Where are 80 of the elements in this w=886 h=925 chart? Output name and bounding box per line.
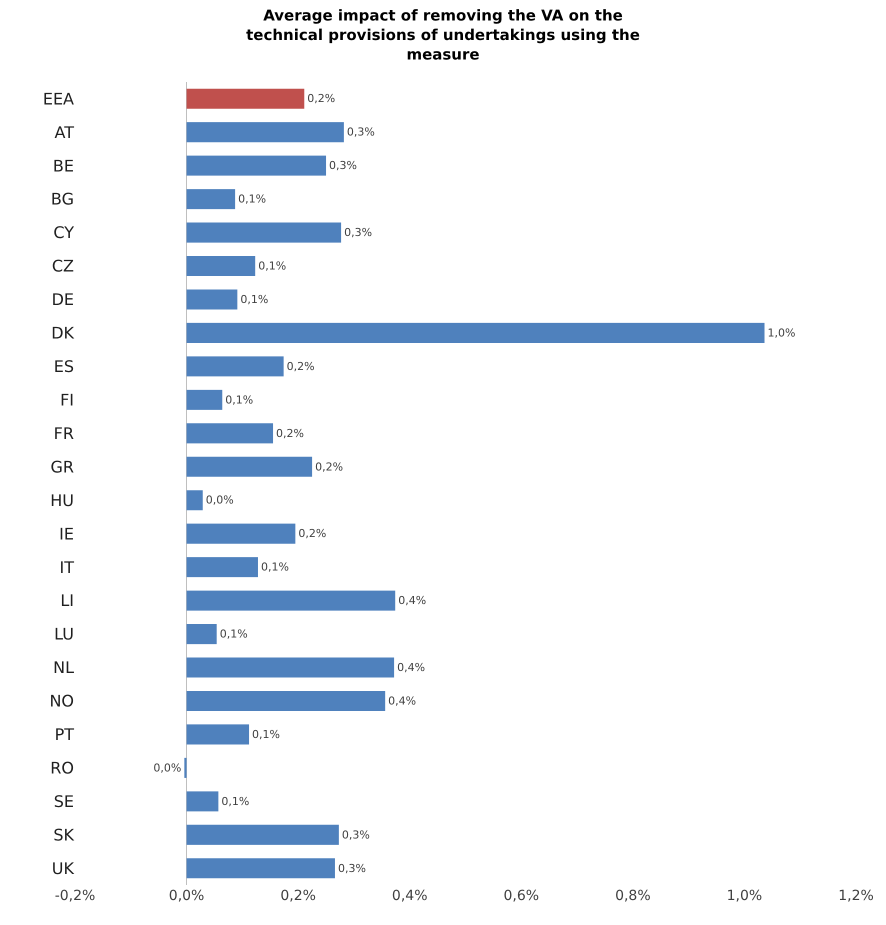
x-tick-label: 1,2% — [838, 888, 874, 904]
y-tick-label: AT — [54, 122, 74, 142]
bar — [186, 590, 396, 611]
data-label: 0,2% — [276, 426, 304, 440]
y-tick-label: DK — [51, 324, 75, 343]
y-tick-label: CZ — [52, 256, 74, 276]
data-label: 0,2% — [298, 527, 326, 540]
x-tick-label: 0,2% — [280, 888, 316, 904]
bar — [186, 724, 250, 744]
data-label: 0,1% — [221, 794, 250, 808]
bar — [186, 322, 765, 343]
data-label: 0,0% — [206, 494, 234, 507]
x-tick-label: -0,2% — [54, 888, 96, 904]
bar — [186, 657, 394, 678]
data-label: 0,4% — [388, 694, 416, 708]
data-label: 0,3% — [338, 862, 366, 875]
y-tick-label: UK — [52, 858, 75, 878]
bar — [186, 423, 274, 444]
x-tick-label: 0,8% — [615, 888, 651, 904]
y-tick-label: PT — [54, 725, 74, 744]
x-tick-label: 1,0% — [726, 888, 762, 904]
bar — [186, 222, 342, 243]
y-tick-label: ES — [54, 357, 74, 376]
bar — [186, 524, 296, 544]
y-tick-label: FI — [60, 390, 74, 410]
data-label: 0,3% — [329, 159, 357, 172]
data-label: 0,1% — [240, 292, 268, 306]
data-label: 0,2% — [286, 360, 315, 373]
data-label: 0,1% — [238, 192, 266, 206]
y-tick-label: FR — [54, 424, 74, 443]
bar — [186, 390, 222, 410]
bar — [186, 690, 386, 712]
bar — [186, 858, 335, 878]
bar — [186, 156, 326, 176]
data-label: 0,3% — [342, 828, 370, 842]
data-label: 0,1% — [252, 728, 280, 741]
bar — [186, 456, 312, 477]
y-tick-label: LU — [54, 624, 74, 644]
bar — [186, 289, 238, 310]
y-tick-label: CY — [53, 223, 74, 242]
x-tick-label: 0,4% — [392, 888, 428, 904]
bar — [186, 791, 218, 812]
chart-title: Average impact of removing the VA on the technical provisions of undertakings using the measure — [246, 6, 640, 64]
bar — [186, 624, 217, 644]
x-tick-label: 0,0% — [168, 888, 204, 904]
y-tick-label: SE — [54, 792, 74, 811]
bar — [186, 824, 339, 845]
data-label: 0,3% — [346, 126, 375, 139]
x-tick-label: 0,6% — [504, 888, 540, 904]
y-tick-label: BE — [52, 156, 74, 176]
y-tick-label: IT — [60, 558, 74, 577]
bar — [186, 189, 236, 210]
data-label: 0,4% — [397, 661, 426, 674]
bar — [186, 122, 344, 142]
data-label: 1,0% — [768, 326, 796, 340]
y-tick-label: IE — [59, 524, 74, 544]
bar — [186, 490, 203, 510]
y-tick-label: EEA — [42, 89, 74, 108]
y-tick-label: HU — [50, 490, 74, 510]
data-label: 0,1% — [260, 560, 289, 574]
data-label: 0,1% — [258, 260, 286, 273]
y-tick-label: GR — [50, 457, 74, 476]
data-label: 0,2% — [307, 92, 336, 106]
y-tick-label: RO — [50, 758, 74, 778]
bar — [186, 256, 256, 276]
y-tick-label: BG — [50, 190, 74, 209]
y-tick-label: NO — [49, 692, 74, 711]
bar — [186, 557, 258, 578]
data-label: 0,0% — [153, 761, 182, 774]
y-tick-label: NL — [53, 658, 74, 678]
y-tick-label: DE — [52, 290, 74, 310]
data-label: 0,2% — [315, 460, 344, 474]
data-label: 0,3% — [344, 226, 372, 240]
data-label: 0,1% — [225, 393, 254, 406]
data-label: 0,4% — [398, 594, 426, 608]
bar — [186, 356, 284, 376]
y-tick-label: LI — [60, 591, 74, 610]
bar — [186, 88, 304, 109]
data-label: 0,1% — [220, 628, 248, 641]
y-tick-label: SK — [53, 825, 74, 844]
